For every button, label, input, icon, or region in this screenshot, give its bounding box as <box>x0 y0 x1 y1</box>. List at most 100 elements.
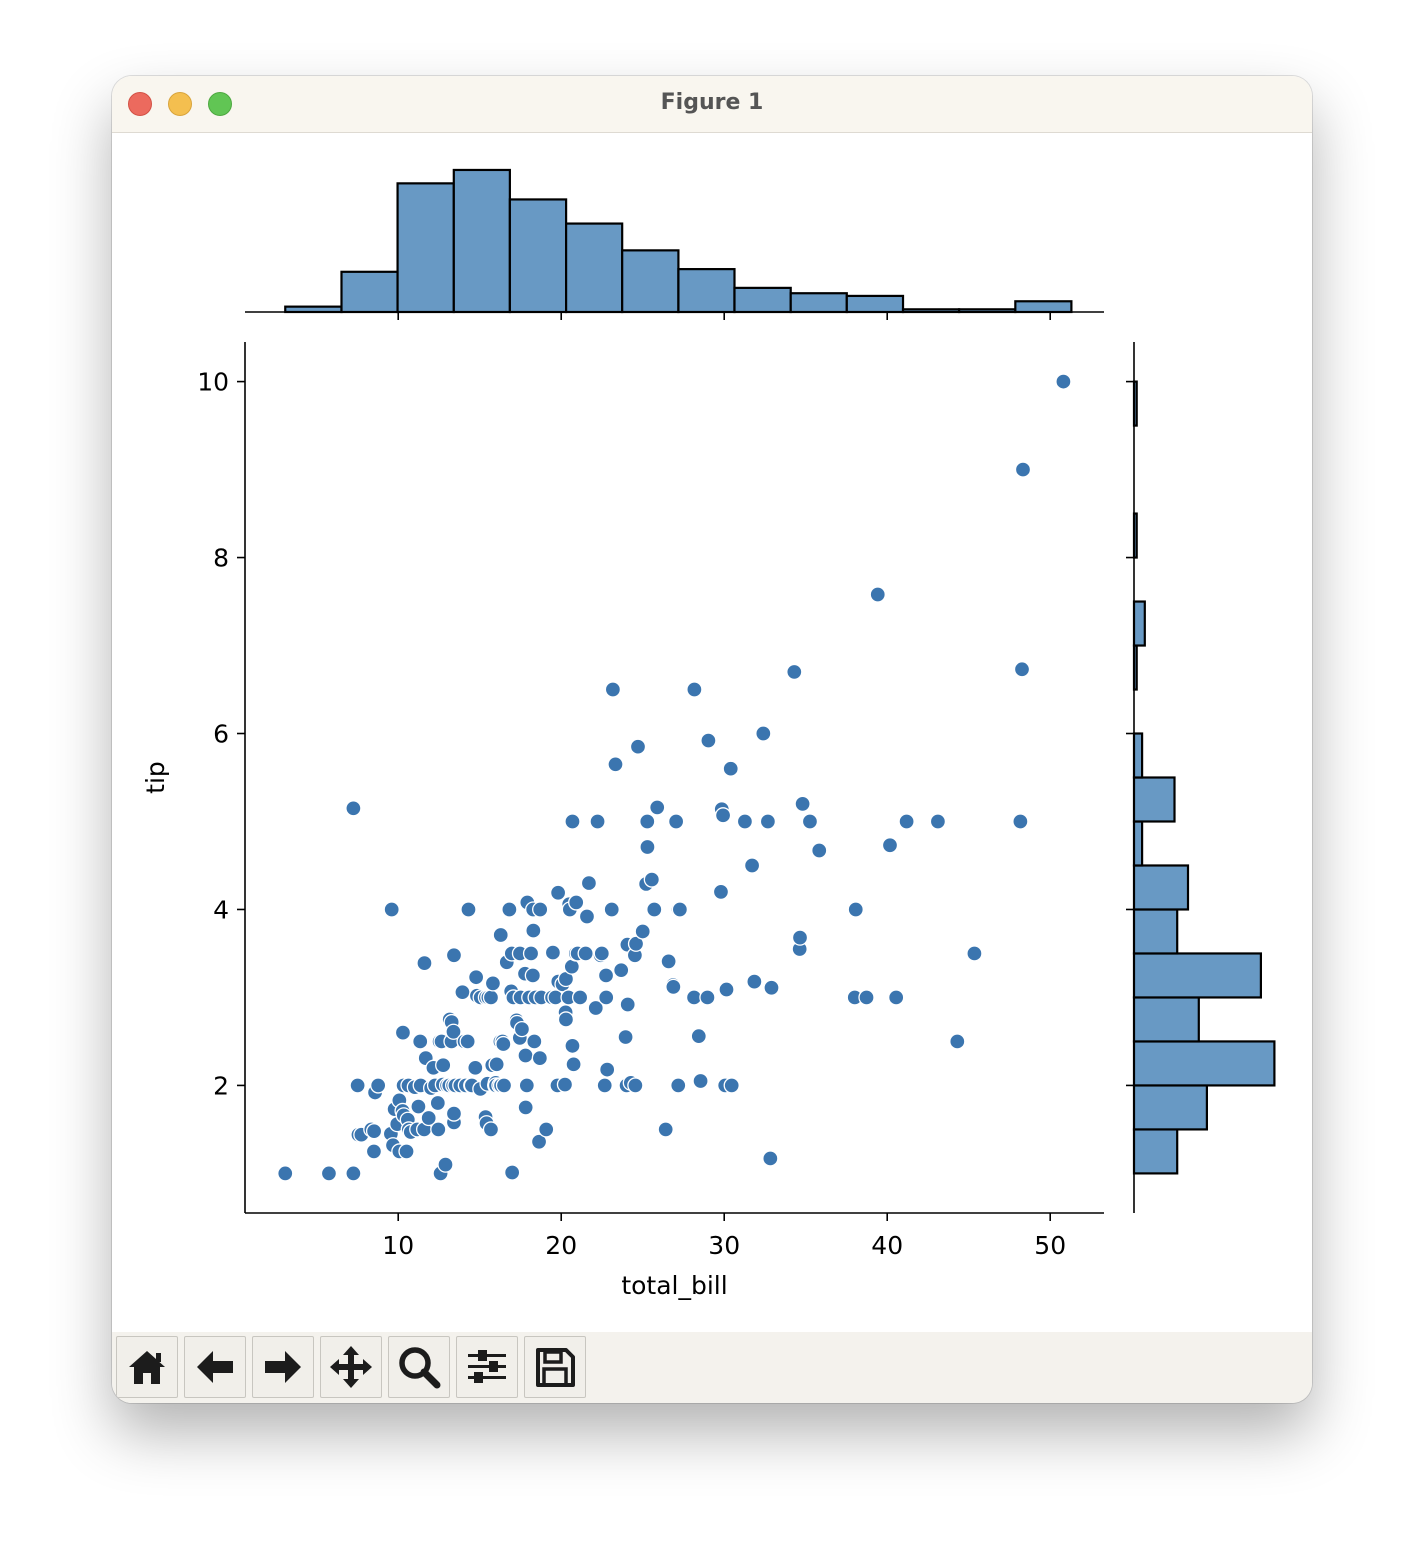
scatter-point <box>525 922 542 939</box>
pan-button[interactable] <box>320 1336 382 1398</box>
scatter-point <box>482 1121 500 1138</box>
home-button[interactable] <box>116 1336 178 1398</box>
scatter-point <box>538 1121 555 1138</box>
scatter-point <box>568 894 585 911</box>
scatter-point <box>580 874 598 892</box>
maximize-window-button[interactable] <box>208 92 232 116</box>
x-hist-bar <box>621 249 680 314</box>
scatter-point <box>736 813 754 830</box>
scatter-point <box>517 1099 534 1116</box>
scatter-point <box>700 732 717 749</box>
scatter-point <box>370 1077 387 1094</box>
scatter-point <box>365 1143 383 1160</box>
scatter-point <box>565 1056 582 1073</box>
scatter-point <box>746 973 763 990</box>
scatter-point <box>454 984 471 1001</box>
configure-subplots-button[interactable] <box>456 1336 518 1398</box>
scatter-point <box>593 945 610 962</box>
scatter-point <box>627 1077 644 1094</box>
x-hist-bar <box>1014 300 1073 314</box>
y-hist-bar <box>1132 908 1179 955</box>
x-tick-label: 50 <box>1034 1231 1066 1260</box>
scatter-point <box>1055 373 1072 390</box>
x-hist-bar <box>565 222 624 314</box>
scatter-point <box>577 945 594 962</box>
scatter-point <box>430 1121 447 1138</box>
scatter-point <box>345 800 362 817</box>
title-bar: Figure 1 <box>112 76 1312 133</box>
scatter-point <box>949 1033 966 1050</box>
scatter-point <box>365 1123 383 1140</box>
scatter-point <box>791 929 809 946</box>
x-hist-bar <box>845 294 905 314</box>
scatter-point <box>743 857 761 874</box>
scatter-point <box>394 1024 412 1041</box>
scatter-point <box>617 1028 634 1046</box>
scatter-point <box>712 883 730 901</box>
scatter-point <box>643 871 660 888</box>
scatter-point <box>649 799 666 816</box>
scatter-point <box>549 884 567 901</box>
scatter-point <box>345 1165 362 1182</box>
scatter-point <box>667 813 685 830</box>
scatter-point <box>692 1072 709 1090</box>
scatter-point <box>613 962 630 979</box>
scatter-point <box>1013 661 1031 678</box>
move-icon <box>330 1346 372 1388</box>
scatter-point <box>578 908 596 925</box>
scatter-point <box>1014 461 1032 478</box>
scatter-point <box>495 1077 513 1094</box>
scatter-point <box>524 967 542 984</box>
scatter-point <box>699 989 716 1006</box>
scatter-point <box>589 813 606 830</box>
x-hist-bar <box>452 168 511 314</box>
magnifier-icon <box>399 1347 441 1389</box>
scatter-point <box>513 1020 531 1038</box>
scatter-point <box>571 989 589 1006</box>
y-hist-bar <box>1132 1084 1209 1131</box>
x-tick-label: 10 <box>382 1231 414 1260</box>
scatter-point <box>660 953 677 970</box>
x-hist-bar <box>508 198 568 314</box>
scatter-point <box>383 901 400 918</box>
scatter-point <box>495 1035 512 1053</box>
back-button[interactable] <box>184 1336 246 1398</box>
scatter-point <box>277 1165 294 1182</box>
x-tick-label: 30 <box>708 1231 740 1260</box>
scatter-point <box>690 1028 707 1045</box>
scatter-point <box>488 1056 505 1073</box>
zoom-button[interactable] <box>388 1336 450 1398</box>
scatter-point <box>445 947 463 964</box>
y-hist-bar <box>1132 864 1190 911</box>
minimize-window-button[interactable] <box>168 92 192 116</box>
x-hist-bar <box>677 268 736 314</box>
scatter-point <box>763 979 780 996</box>
x-hist-bar <box>733 286 792 314</box>
scatter-points <box>277 373 1072 1182</box>
scatter-point <box>518 1077 535 1094</box>
scatter-point <box>459 1033 476 1050</box>
scatter-point <box>564 1037 581 1054</box>
scatter-point <box>556 1076 574 1093</box>
scatter-point <box>603 901 620 918</box>
arrow-left-icon <box>197 1351 233 1383</box>
scatter-point <box>544 944 562 961</box>
y-tick-label: 8 <box>213 544 229 573</box>
scatter-point <box>966 945 983 962</box>
x-hist-bar <box>396 182 455 314</box>
scatter-point <box>670 1077 687 1094</box>
y-tick-label: 2 <box>213 1071 229 1100</box>
scatter-point <box>762 1150 779 1167</box>
scatter-point <box>722 760 739 777</box>
scatter-point <box>811 842 828 859</box>
close-window-button[interactable] <box>128 92 152 116</box>
scatter-point <box>320 1165 338 1182</box>
window-title: Figure 1 <box>660 90 764 115</box>
save-button[interactable] <box>524 1336 586 1398</box>
scatter-point <box>416 954 433 972</box>
scatter-point <box>665 978 682 996</box>
y-hist-bar <box>1132 600 1146 647</box>
scatter-point <box>759 813 777 830</box>
scatter-point <box>869 586 886 603</box>
forward-button[interactable] <box>252 1336 314 1398</box>
